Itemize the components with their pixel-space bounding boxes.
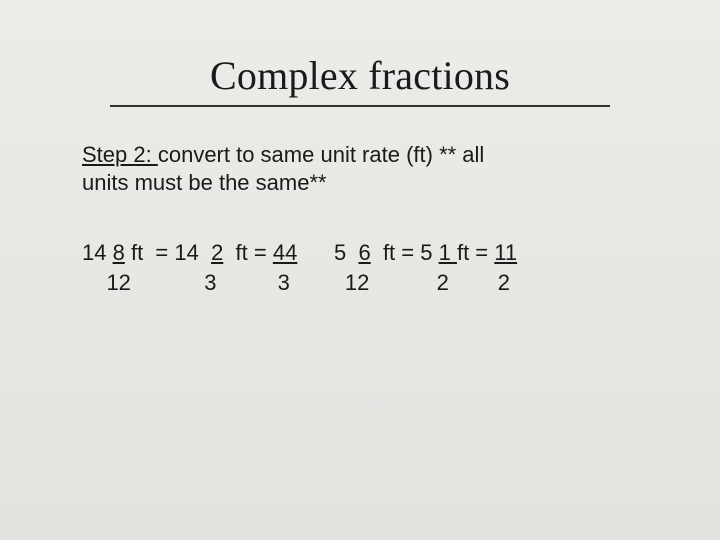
step-line-1: Step 2: convert to same unit rate (ft) *… xyxy=(82,141,638,169)
step-label: Step 2: xyxy=(82,142,158,167)
expression-block: 14 8 ft = 14 2 ft = 44 5 6 ft = 5 1 ft =… xyxy=(82,238,638,297)
slide-title: Complex fractions xyxy=(0,0,720,99)
slide: Complex fractions Step 2: convert to sam… xyxy=(0,0,720,540)
expression-row-2: 12 3 3 12 2 2 xyxy=(82,268,638,298)
expression-row-1: 14 8 ft = 14 2 ft = 44 5 6 ft = 5 1 ft =… xyxy=(82,238,638,268)
step-line-2: units must be the same** xyxy=(82,169,638,197)
step-text-a: convert to same unit rate (ft) ** all xyxy=(158,142,484,167)
slide-body: Step 2: convert to same unit rate (ft) *… xyxy=(0,107,720,297)
